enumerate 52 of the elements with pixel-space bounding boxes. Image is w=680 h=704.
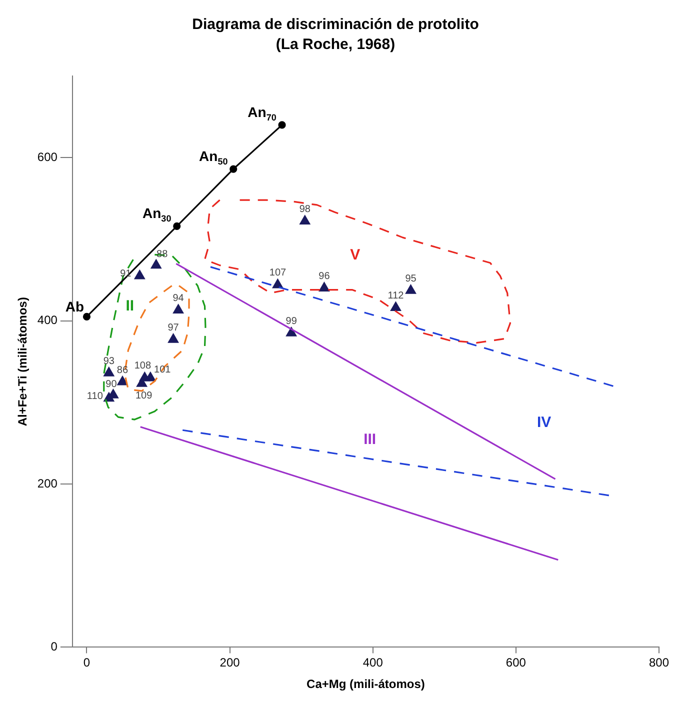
annotation: 99	[286, 316, 298, 327]
annotation: V	[350, 246, 360, 264]
line-series	[204, 199, 512, 344]
point	[145, 372, 156, 382]
annotation: III	[364, 430, 376, 448]
point	[104, 367, 114, 376]
point	[134, 270, 145, 280]
point	[173, 304, 184, 314]
y-tick-label: 400	[37, 313, 58, 328]
annotation: Ab	[65, 298, 84, 315]
annotation: 112	[388, 290, 404, 302]
point	[300, 215, 310, 225]
point	[230, 165, 238, 173]
annotation: 110	[86, 391, 104, 402]
annotation: 107	[269, 268, 287, 279]
annotation: 86	[116, 364, 128, 376]
annotation: 97	[168, 322, 180, 334]
x-tick-label: 200	[220, 656, 240, 670]
annotation: 108	[134, 360, 152, 372]
y-tick-label: 0	[50, 640, 58, 654]
x-axis-title: Ca+Mg (mili-átomos)	[306, 677, 425, 692]
point	[390, 302, 401, 312]
chart-subtitle: (La Roche, 1968)	[276, 36, 396, 54]
annotation: II	[126, 297, 134, 314]
point	[117, 376, 128, 386]
annotation: 90	[106, 378, 118, 390]
point	[286, 327, 296, 336]
x-tick-label: 0	[83, 656, 90, 670]
point	[82, 312, 91, 321]
point	[319, 282, 330, 292]
annotation: 95	[405, 273, 417, 284]
x-tick-label: 600	[506, 656, 526, 670]
y-tick-label: 600	[37, 150, 58, 164]
chart-title: Diagrama de discriminación de protolito	[192, 16, 479, 34]
y-tick-label: 200	[37, 476, 58, 490]
annotation: 101	[154, 364, 172, 376]
point	[406, 284, 416, 294]
point	[272, 279, 283, 288]
y-axis-title: Al+Fe+Ti (mili-átomos)	[16, 297, 30, 426]
x-tick-label: 800	[648, 656, 670, 670]
point	[168, 334, 178, 343]
annotation: 109	[135, 390, 153, 402]
point	[173, 222, 181, 230]
annotation: 96	[318, 270, 330, 282]
point	[104, 392, 114, 402]
point	[278, 121, 286, 129]
x-tick-label: 400	[362, 656, 384, 670]
annotation: 98	[299, 204, 311, 215]
point	[150, 260, 162, 269]
annotation: IV	[536, 414, 552, 431]
annotation: 94	[172, 292, 184, 304]
annotation: 93	[103, 356, 115, 367]
